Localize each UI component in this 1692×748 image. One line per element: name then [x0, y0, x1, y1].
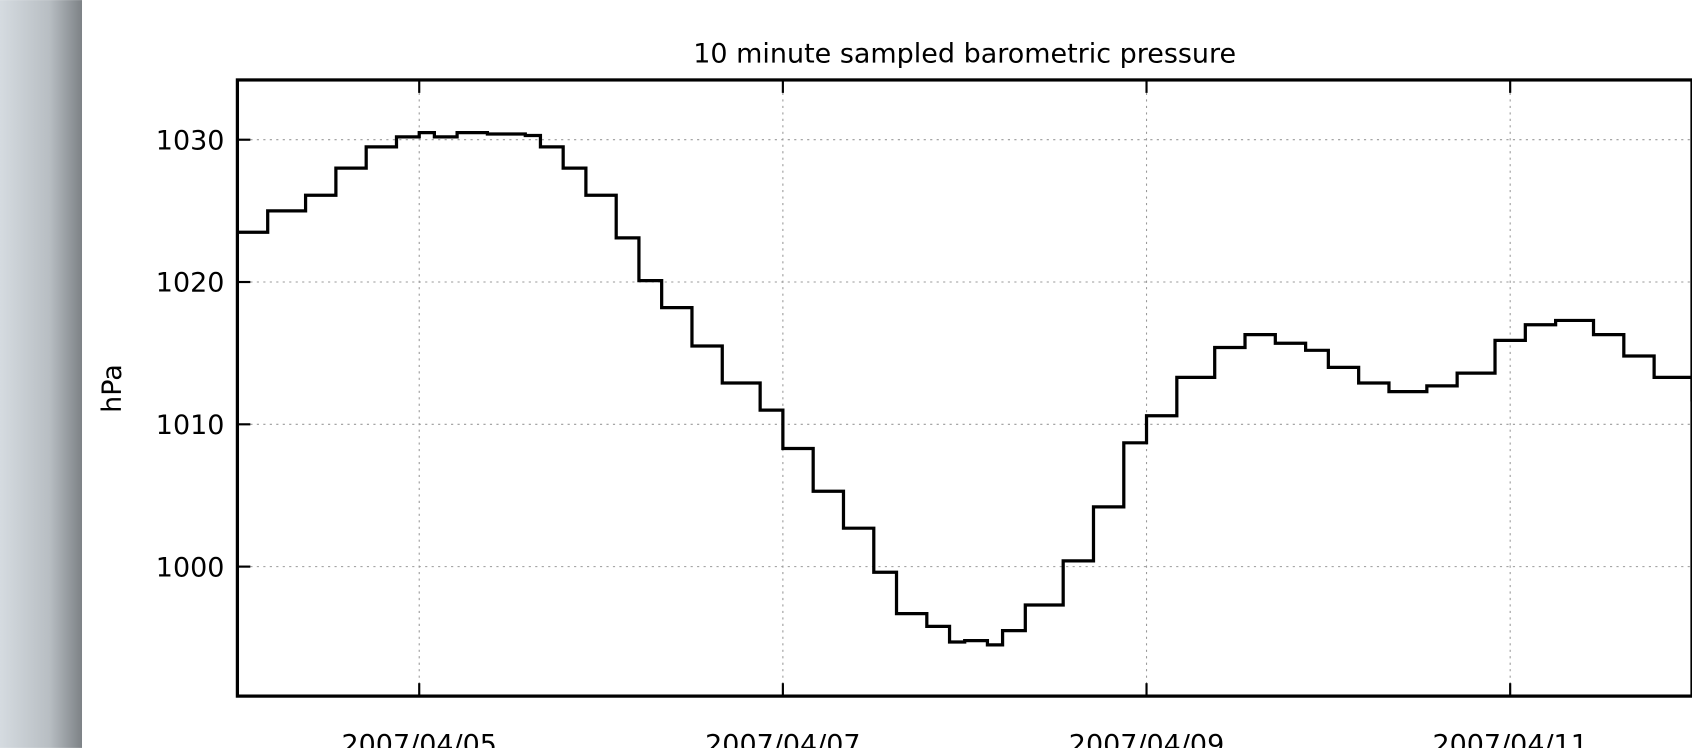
- x-tick-label: 2007/04/11: [1432, 729, 1587, 748]
- x-tick-label: 2007/04/05: [341, 729, 496, 748]
- chart-title: 10 minute sampled barometric pressure: [693, 39, 1236, 70]
- side-strip: [0, 0, 83, 748]
- data-line: [237, 130, 1692, 647]
- plot-frame: [235, 78, 1692, 698]
- x-tick-label: 2007/04/07: [705, 729, 860, 748]
- y-tick-label: 1010: [156, 410, 225, 441]
- x-tick-label: 2007/04/09: [1069, 729, 1224, 748]
- y-tick-label: 1020: [156, 268, 225, 299]
- y-tick-label: 1000: [156, 552, 225, 583]
- y-axis-label: hPa: [97, 364, 128, 413]
- y-tick-label: 1030: [156, 125, 225, 156]
